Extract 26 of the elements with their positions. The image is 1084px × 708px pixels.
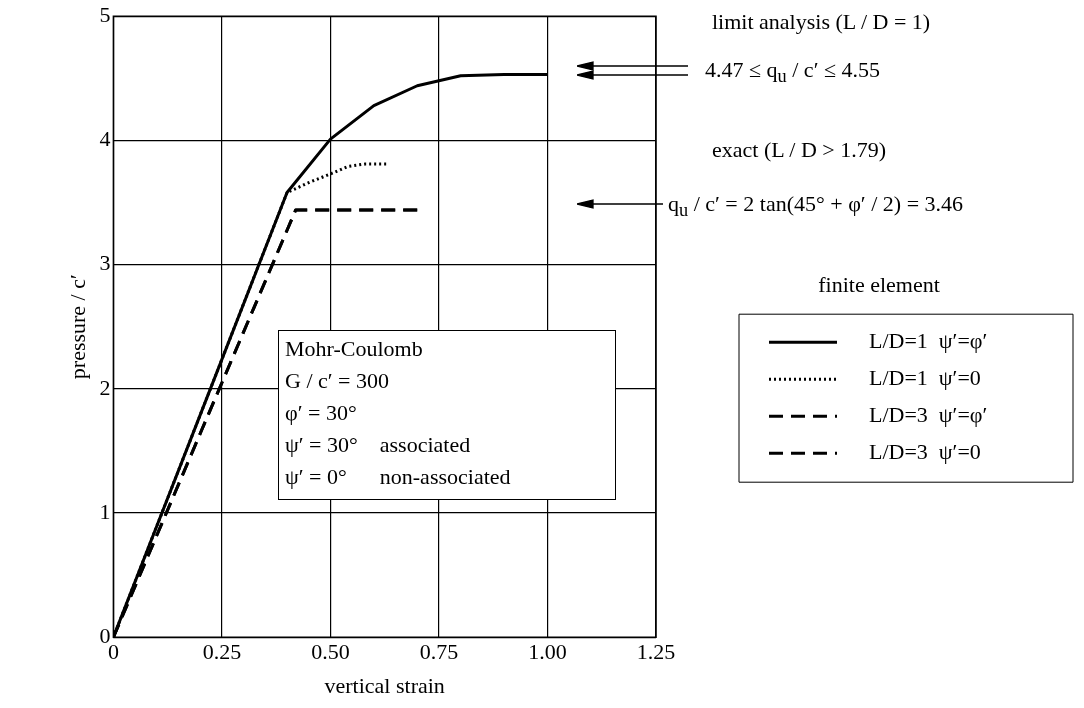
legend-title: finite element (818, 271, 940, 297)
x-tick-label: 0.75 (419, 639, 459, 665)
x-tick-label: 0.25 (202, 639, 242, 665)
y-tick-label: 1 (99, 498, 111, 524)
text: 4.47 ≤ q$_{u}$ / c′ ≤ 4.55 (705, 57, 881, 89)
x-tick-label: 1.00 (528, 639, 567, 665)
legend-label: L/D=3 ψ′=φ′ (869, 401, 988, 427)
text: q$_{u}$ / c′ = 2 tan(45° + φ′ / 2) = 3.46 (668, 191, 964, 223)
text: exact (L / D > 1.79) (712, 137, 887, 163)
y-tick-label: 5 (99, 1, 111, 27)
y-axis-title: pressure / c′ (64, 274, 90, 380)
annotation: G / c′ = 300 (285, 367, 390, 395)
y-tick-label: 4 (99, 126, 111, 152)
y-tick-label: 3 (99, 250, 111, 276)
legend-label: L/D=3 ψ′=0 (869, 438, 981, 464)
annotation: ψ′ = 0° non-associated (285, 463, 512, 491)
annotation: Mohr-Coulomb (285, 335, 424, 363)
y-tick-label: 2 (99, 374, 111, 400)
annotation: φ′ = 30° (285, 399, 358, 427)
x-tick-label: 1.25 (636, 639, 676, 665)
annotation: ψ′ = 30° associated (285, 431, 472, 459)
x-axis-title: vertical strain (324, 672, 445, 698)
legend-label: L/D=1 ψ′=0 (869, 364, 981, 390)
legend-label: L/D=1 ψ′=φ′ (869, 327, 988, 353)
text: limit analysis (L / D = 1) (712, 9, 931, 35)
x-tick-label: 0.50 (311, 639, 350, 665)
